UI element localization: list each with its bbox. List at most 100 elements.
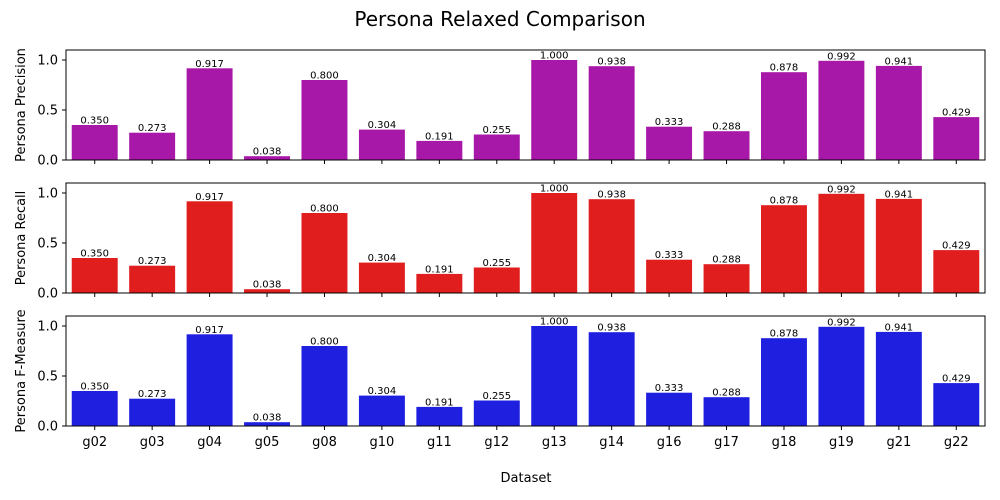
panel-3: 0.350 0.273 0.917 0.038 0.800 0.304 0.191 0.255… (14, 309, 986, 450)
bar-g03 (129, 398, 176, 426)
bar-g05 (244, 156, 291, 160)
value-label-g08: 0.800 (310, 204, 339, 215)
chart-panels: 0.350 0.273 0.917 0.038 0.800 0.304 0.191 0.255… (14, 48, 986, 450)
value-label-g05: 0.038 (253, 280, 282, 291)
bar-g21 (875, 331, 922, 426)
bar-g05 (244, 289, 291, 293)
value-label-g10: 0.304 (368, 386, 397, 397)
x-tick-label-g08: g08 (312, 435, 337, 450)
value-label-g11: 0.191 (425, 264, 454, 275)
y-tick-label: 0.5 (37, 104, 58, 119)
x-tick-label-g03: g03 (140, 435, 165, 450)
x-tick-label-g10: g10 (370, 435, 395, 450)
value-label-g17: 0.288 (712, 388, 741, 399)
y-tick-label: 1.0 (37, 54, 58, 69)
bar-g03 (129, 132, 176, 160)
bar-g14 (588, 332, 635, 426)
bar-g22 (933, 383, 980, 426)
value-label-g04: 0.917 (195, 192, 224, 203)
bar-g04 (186, 334, 233, 426)
bar-g02 (71, 258, 118, 293)
bar-g17 (703, 397, 750, 426)
panel-1: 0.350 0.273 0.917 0.038 0.800 0.304 0.191 0.255… (14, 48, 986, 169)
bar-g08 (301, 346, 348, 426)
bar-g16 (646, 259, 693, 293)
x-tick-label-g19: g19 (829, 435, 854, 450)
value-label-g10: 0.304 (368, 253, 397, 264)
value-label-g13: 1.000 (540, 184, 569, 195)
value-label-g18: 0.878 (770, 329, 799, 340)
bar-g02 (71, 391, 118, 426)
value-label-g16: 0.333 (655, 250, 684, 261)
bar-g16 (646, 126, 693, 160)
bar-g10 (358, 262, 405, 293)
bar-g12 (473, 267, 520, 293)
bar-g19 (818, 193, 865, 293)
y-tick-label: 1.0 (37, 320, 58, 335)
value-label-g04: 0.917 (195, 325, 224, 336)
bar-g19 (818, 60, 865, 160)
x-tick-label-g11: g11 (427, 435, 452, 450)
value-label-g04: 0.917 (195, 59, 224, 70)
value-label-g03: 0.273 (138, 389, 167, 400)
y-tick-label: 0.0 (37, 420, 58, 435)
bar-g22 (933, 250, 980, 293)
value-label-g19: 0.992 (827, 184, 856, 195)
value-label-g18: 0.878 (770, 63, 799, 74)
value-label-g22: 0.429 (942, 241, 971, 252)
bar-g17 (703, 264, 750, 293)
bar-g13 (531, 326, 578, 426)
bar-g08 (301, 213, 348, 293)
bar-g21 (875, 198, 922, 293)
bar-g02 (71, 125, 118, 160)
bar-g03 (129, 265, 176, 293)
bar-g12 (473, 400, 520, 426)
value-label-g17: 0.288 (712, 255, 741, 266)
value-label-g08: 0.800 (310, 337, 339, 348)
y-tick-label: 0.0 (37, 154, 58, 169)
x-tick-label-g05: g05 (255, 435, 280, 450)
y-tick-label: 0.5 (37, 370, 58, 385)
bar-g16 (646, 392, 693, 426)
value-label-g13: 1.000 (540, 317, 569, 328)
panel-2: 0.350 0.273 0.917 0.038 0.800 0.304 0.191 0.255… (14, 182, 986, 302)
bar-g19 (818, 326, 865, 426)
value-label-g08: 0.800 (310, 71, 339, 82)
value-label-g21: 0.941 (885, 322, 914, 333)
bar-g11 (416, 406, 463, 426)
value-label-g22: 0.429 (942, 374, 971, 385)
value-label-g22: 0.429 (942, 108, 971, 119)
x-tick-label-g16: g16 (657, 435, 682, 450)
bar-g18 (760, 338, 807, 426)
plot-frame (65, 182, 986, 294)
bar-g14 (588, 199, 635, 293)
value-label-g02: 0.350 (80, 249, 109, 260)
x-tick-label-g14: g14 (599, 435, 624, 450)
plot-frame (65, 315, 986, 427)
value-label-g17: 0.288 (712, 122, 741, 133)
bar-g13 (531, 193, 578, 293)
value-label-g14: 0.938 (597, 323, 626, 334)
value-label-g11: 0.191 (425, 131, 454, 142)
x-tick-label-g02: g02 (82, 435, 107, 450)
chart-title: Persona Relaxed Comparison (354, 7, 645, 31)
value-label-g21: 0.941 (885, 56, 914, 67)
value-label-g16: 0.333 (655, 117, 684, 128)
x-tick-label-g18: g18 (772, 435, 797, 450)
x-tick-label-g21: g21 (886, 435, 911, 450)
x-tick-label-g17: g17 (714, 435, 739, 450)
value-label-g14: 0.938 (597, 190, 626, 201)
y-tick-label: 0.5 (37, 237, 58, 252)
bar-g04 (186, 201, 233, 293)
bar-g08 (301, 80, 348, 160)
value-label-g13: 1.000 (540, 51, 569, 62)
bar-g04 (186, 68, 233, 160)
value-label-g12: 0.255 (482, 258, 511, 269)
value-label-g16: 0.333 (655, 383, 684, 394)
y-tick-label: 0.0 (37, 287, 58, 302)
x-tick-label-g12: g12 (484, 435, 509, 450)
value-label-g02: 0.350 (80, 116, 109, 127)
value-label-g14: 0.938 (597, 57, 626, 68)
x-axis-label: Dataset (501, 471, 552, 486)
